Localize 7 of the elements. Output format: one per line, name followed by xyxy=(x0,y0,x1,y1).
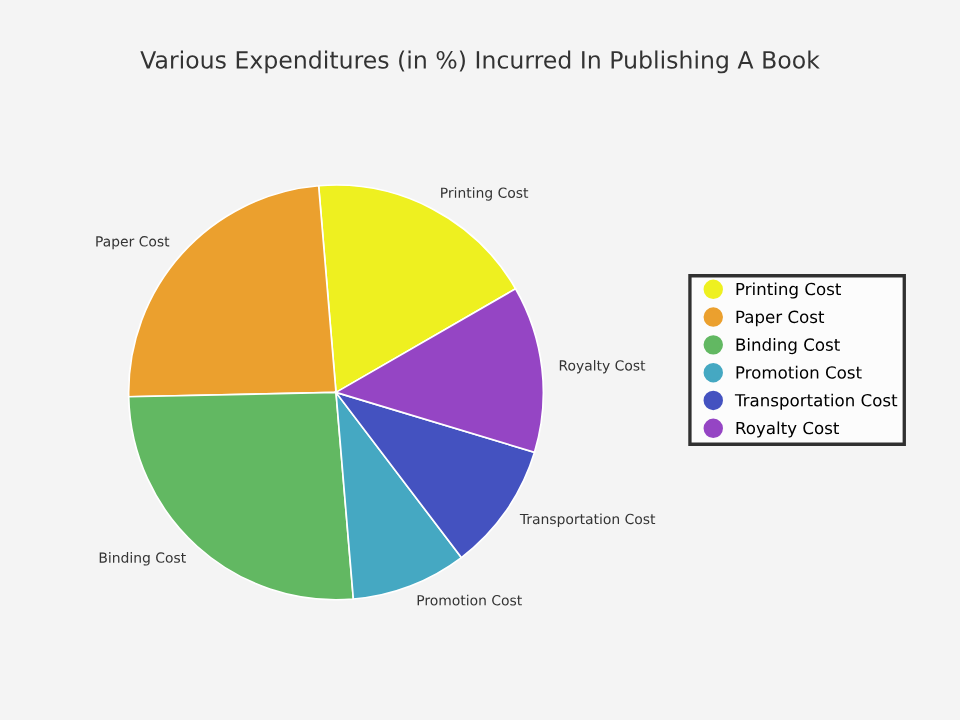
legend-label: Binding Cost xyxy=(736,338,840,355)
legend-label: Transportation Cost xyxy=(734,393,898,410)
legend-label: Paper Cost xyxy=(736,310,825,327)
legend-label: Royalty Cost xyxy=(736,421,840,438)
legend-label: Printing Cost xyxy=(736,282,841,299)
legend-label: Promotion Cost xyxy=(736,365,862,379)
chart-title: Various Expenditures (in %) Incurred In Publishing A Book xyxy=(140,50,820,74)
